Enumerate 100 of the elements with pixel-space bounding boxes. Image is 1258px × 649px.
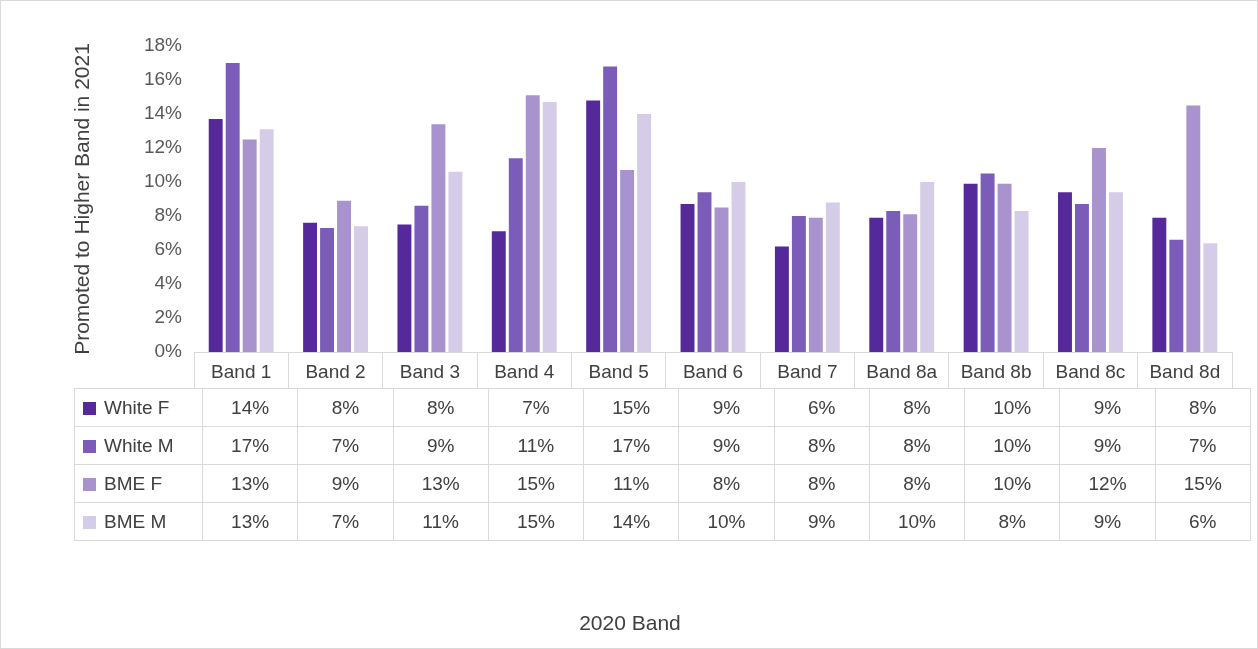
data-label: 10%	[964, 426, 1060, 465]
y-tick-label: 12%	[143, 136, 183, 158]
data-label: 11%	[393, 502, 489, 541]
data-label: 17%	[202, 426, 298, 465]
data-label: 17%	[583, 426, 679, 465]
y-tick-label: 8%	[154, 204, 183, 226]
bar	[620, 170, 635, 352]
bar	[1058, 192, 1072, 352]
data-label: 8%	[393, 388, 489, 427]
bar	[963, 183, 978, 352]
bar	[586, 100, 601, 352]
data-label: 6%	[774, 388, 870, 427]
data-label: 11%	[488, 426, 584, 465]
data-label: 11%	[583, 464, 679, 503]
legend-label: White F	[74, 388, 203, 427]
bar	[774, 246, 789, 352]
bar	[714, 207, 729, 352]
bar	[1203, 243, 1218, 352]
bar	[259, 129, 274, 352]
x-tick-label: Band 1	[211, 360, 272, 382]
x-tick-label: Band 5	[588, 360, 649, 382]
y-tick-label: 18%	[143, 34, 183, 56]
x-tick-label: Band 8a	[866, 360, 938, 382]
x-tick-label: Band 4	[494, 360, 555, 382]
data-label: 13%	[202, 502, 298, 541]
data-label: 7%	[1155, 426, 1251, 465]
bar	[225, 63, 240, 352]
data-label: 15%	[1155, 464, 1251, 503]
bar	[980, 173, 995, 352]
bar	[337, 200, 351, 352]
data-label: 6%	[1155, 502, 1251, 541]
bar	[431, 124, 446, 352]
bar	[808, 217, 823, 352]
data-label: 9%	[678, 388, 775, 427]
data-label: 13%	[393, 464, 489, 503]
y-tick-label: 0%	[154, 340, 183, 362]
x-tick-label: Band 3	[399, 360, 461, 382]
bar	[903, 214, 918, 352]
y-tick-label: 14%	[143, 102, 183, 124]
data-label: 9%	[1059, 388, 1156, 427]
data-label: 9%	[1059, 426, 1156, 465]
x-tick-label: Band 8d	[1149, 360, 1221, 382]
bar	[997, 183, 1012, 352]
data-label: 9%	[1059, 502, 1156, 541]
x-tick-label: Band 6	[682, 360, 744, 382]
legend-label: BME F	[74, 464, 203, 503]
bar	[1014, 210, 1029, 352]
legend-label: White M	[74, 426, 203, 465]
bar	[731, 182, 746, 352]
bar	[920, 182, 935, 352]
data-label: 8%	[869, 388, 965, 427]
bar	[697, 192, 712, 352]
x-tick-label: Band 7	[777, 360, 838, 382]
data-label: 8%	[297, 388, 394, 427]
data-label: 8%	[774, 464, 870, 503]
bar	[1075, 204, 1089, 352]
bar	[1108, 192, 1123, 352]
bar	[637, 114, 652, 352]
bar	[1186, 105, 1201, 352]
y-tick-label: 16%	[143, 68, 183, 90]
data-label: 8%	[774, 426, 870, 465]
data-label: 14%	[202, 388, 298, 427]
x-tick-label: Band 2	[305, 360, 366, 382]
bar	[1152, 217, 1167, 352]
data-label: 8%	[1155, 388, 1251, 427]
x-tick-label: Band 8b	[960, 360, 1032, 382]
bar	[825, 202, 840, 352]
data-label: 15%	[488, 464, 584, 503]
bar	[320, 227, 335, 352]
x-tick-label: Band 8c	[1055, 360, 1126, 382]
data-label: 8%	[869, 464, 965, 503]
data-label: 9%	[297, 464, 394, 503]
data-label: 9%	[774, 502, 870, 541]
data-label: 8%	[964, 502, 1060, 541]
bar	[1091, 148, 1106, 352]
data-label: 15%	[583, 388, 679, 427]
bar	[525, 95, 540, 352]
bar	[791, 216, 806, 352]
data-label: 12%	[1059, 464, 1156, 503]
bar	[886, 210, 901, 352]
bar	[242, 139, 257, 352]
bar	[680, 204, 695, 352]
bar	[354, 226, 368, 352]
data-label: 7%	[488, 388, 584, 427]
text: 2020 Band	[578, 611, 682, 635]
bar	[397, 224, 412, 352]
bar	[448, 171, 463, 352]
data-label: 8%	[869, 426, 965, 465]
y-axis-title: Promoted to Higher Band in 2021	[70, 43, 94, 355]
data-label: 14%	[583, 502, 679, 541]
data-label: 9%	[678, 426, 775, 465]
bar	[491, 231, 506, 352]
bar	[542, 102, 557, 352]
data-label: 7%	[297, 502, 394, 541]
bar	[303, 222, 318, 352]
data-label: 10%	[964, 388, 1060, 427]
bar	[414, 205, 429, 352]
data-label: 13%	[202, 464, 298, 503]
data-label: 10%	[869, 502, 965, 541]
bar	[208, 119, 223, 352]
